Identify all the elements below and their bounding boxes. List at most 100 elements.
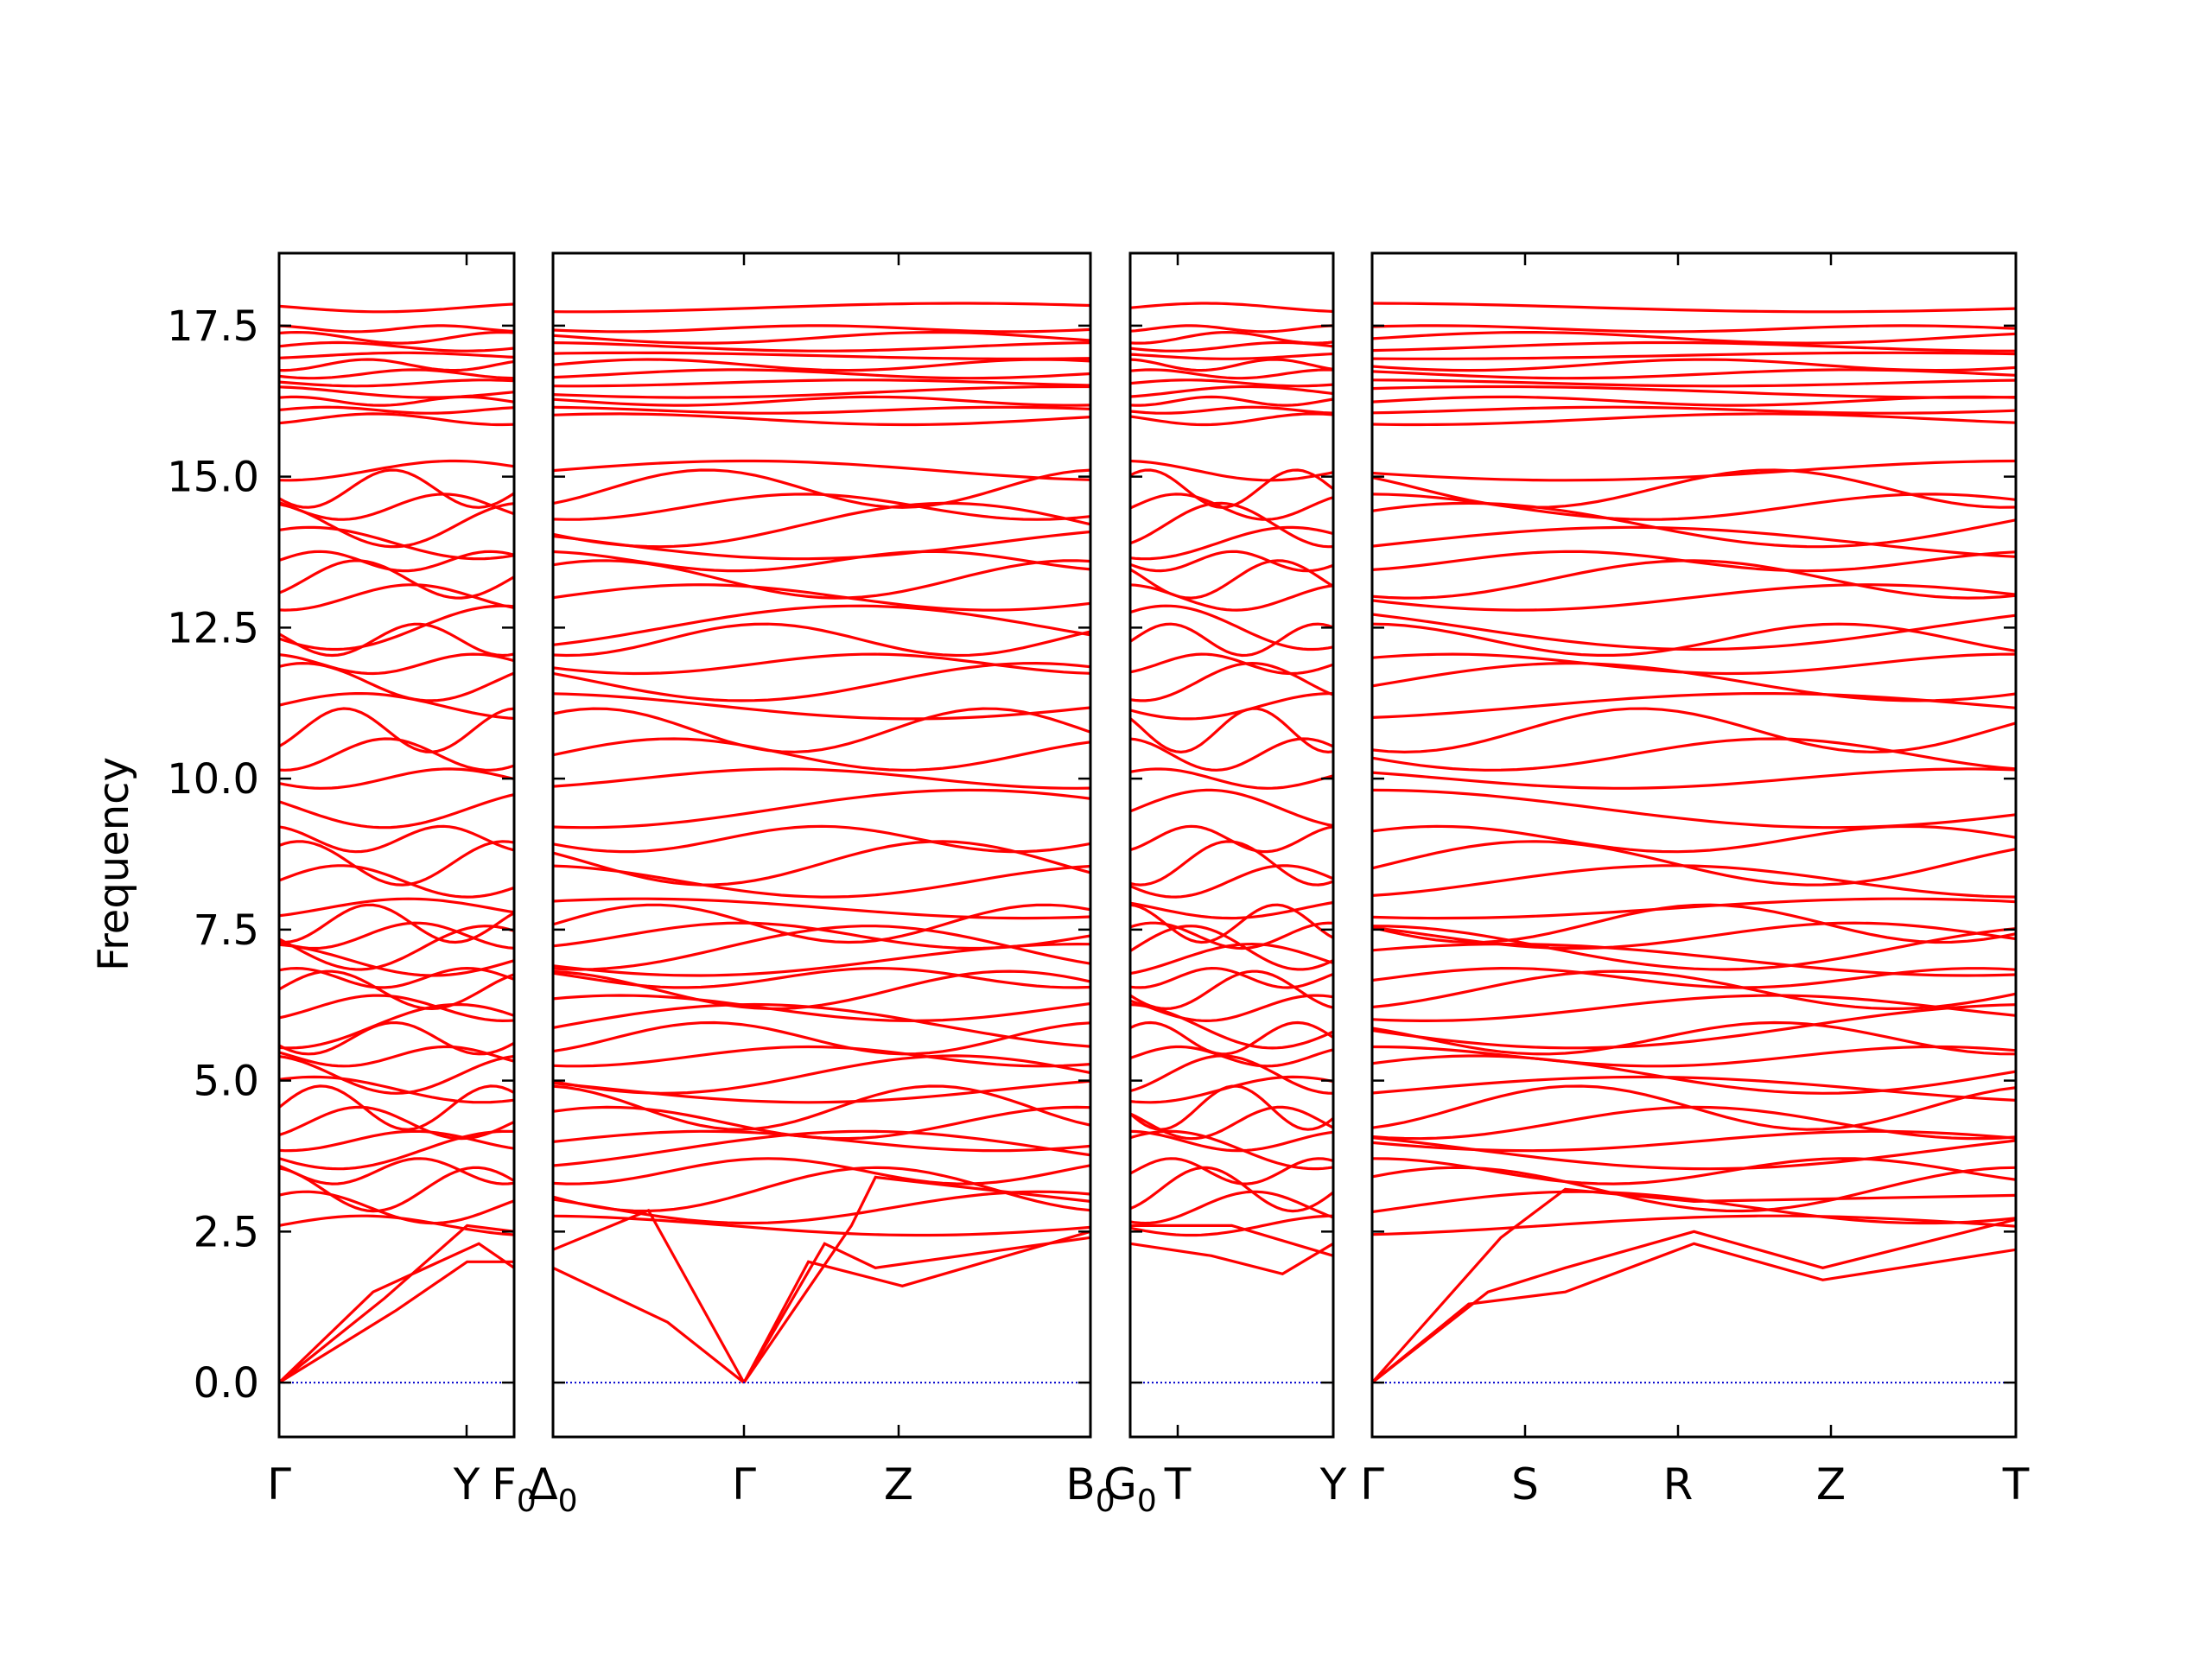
- band-line: [553, 1129, 1090, 1153]
- band-line: [1130, 903, 1333, 944]
- band-line: [279, 412, 514, 427]
- band-line: [1130, 1084, 1333, 1131]
- band-line: [553, 897, 1090, 920]
- y-tick-label: 12.5: [167, 604, 259, 652]
- band-line: [1372, 340, 2016, 353]
- band-line: [1130, 468, 1333, 509]
- band-line: [553, 840, 1090, 887]
- band-line: [1130, 302, 1333, 314]
- band-line: [1372, 358, 2016, 372]
- x-tick-label: T: [2002, 1459, 2030, 1510]
- band-line: [279, 559, 514, 600]
- band-line: [1372, 692, 2016, 719]
- y-tick-label: 17.5: [167, 302, 259, 351]
- band-line: [553, 824, 1090, 854]
- band-line: [1372, 840, 2016, 887]
- band-line: [1130, 559, 1333, 600]
- band-line: [279, 330, 514, 345]
- acoustic-band-line: [1372, 1217, 2016, 1384]
- band-line: [279, 385, 514, 399]
- acoustic-band-line: [279, 1242, 514, 1384]
- band-line: [1130, 330, 1333, 345]
- band-line: [1372, 1105, 2016, 1141]
- band-line: [553, 1166, 1090, 1213]
- band-line: [1372, 331, 2016, 345]
- band-line: [1130, 661, 1333, 702]
- band-line: [1372, 767, 2016, 790]
- band-line: [1372, 1003, 2016, 1050]
- band-line: [279, 358, 514, 372]
- band-line: [1130, 1105, 1333, 1141]
- band-line: [279, 302, 514, 314]
- band-line: [1372, 707, 2016, 754]
- band-line: [279, 351, 514, 359]
- band-line: [279, 493, 514, 521]
- band-line: [553, 788, 1090, 830]
- band-line: [1130, 493, 1333, 521]
- band-line: [279, 793, 514, 830]
- band-line: [1130, 604, 1333, 652]
- band-line: [1130, 1054, 1333, 1095]
- band-line: [1130, 707, 1333, 754]
- band-line: [553, 331, 1090, 345]
- y-tick-label: 5.0: [194, 1058, 259, 1106]
- band-line: [1130, 358, 1333, 372]
- band-line: [553, 341, 1090, 353]
- band-line: [279, 1045, 514, 1068]
- band-line: [1130, 692, 1333, 721]
- band-line: [279, 661, 514, 702]
- band-line: [279, 840, 514, 887]
- y-tick-label: 7.5: [194, 906, 259, 955]
- band-line: [279, 943, 514, 977]
- band-line: [279, 1084, 514, 1131]
- x-tick-label: G0: [1103, 1459, 1157, 1519]
- band-line: [279, 583, 514, 612]
- band-line: [1130, 1157, 1333, 1185]
- band-line: [553, 864, 1090, 899]
- band-line: [279, 622, 514, 658]
- x-tick-label: Γ: [1360, 1459, 1384, 1510]
- band-line: [553, 358, 1090, 372]
- band-line: [1372, 324, 2016, 334]
- panel-frame: [1370, 251, 2018, 1439]
- y-tick-label: 15.0: [167, 454, 259, 502]
- acoustic-band-line: [1130, 1242, 1333, 1276]
- x-tick-label: B0: [1065, 1459, 1115, 1519]
- band-line: [279, 550, 514, 573]
- band-line: [1372, 994, 2016, 1023]
- band-line: [279, 707, 514, 753]
- band-line: [1130, 1190, 1333, 1225]
- band-panel-2: Δ0 Γ Z B0: [528, 251, 1116, 1519]
- band-line: [1130, 324, 1333, 334]
- band-line: [1372, 652, 2016, 676]
- band-panel-1: Γ Y F0: [267, 251, 537, 1519]
- band-line: [1372, 942, 2016, 977]
- band-line: [553, 767, 1090, 790]
- band-line: [1130, 969, 1333, 1011]
- band-line: [279, 925, 514, 971]
- band-line: [279, 368, 514, 380]
- band-line: [1372, 385, 2016, 399]
- band-line: [1372, 1214, 2016, 1236]
- band-line: [1372, 897, 2016, 920]
- band-line: [1130, 864, 1333, 899]
- band-line: [279, 737, 514, 772]
- band-line: [1372, 1045, 2016, 1068]
- band-line: [279, 897, 514, 918]
- band-line: [1372, 824, 2016, 854]
- band-line: [1130, 459, 1333, 482]
- panel-frame: [277, 251, 516, 1439]
- band-line: [279, 966, 514, 989]
- acoustic-band-line: [279, 1260, 514, 1384]
- band-line: [553, 707, 1090, 753]
- band-line: [553, 994, 1090, 1023]
- band-line: [1130, 788, 1333, 828]
- band-line: [1372, 1084, 2016, 1131]
- y-axis-label: Frequency: [90, 757, 138, 971]
- band-line: [553, 412, 1090, 427]
- x-tick-label: T: [1164, 1459, 1192, 1510]
- acoustic-band-line: [1372, 1187, 2016, 1384]
- band-line: [1372, 969, 2016, 1011]
- band-line: [553, 1084, 1090, 1131]
